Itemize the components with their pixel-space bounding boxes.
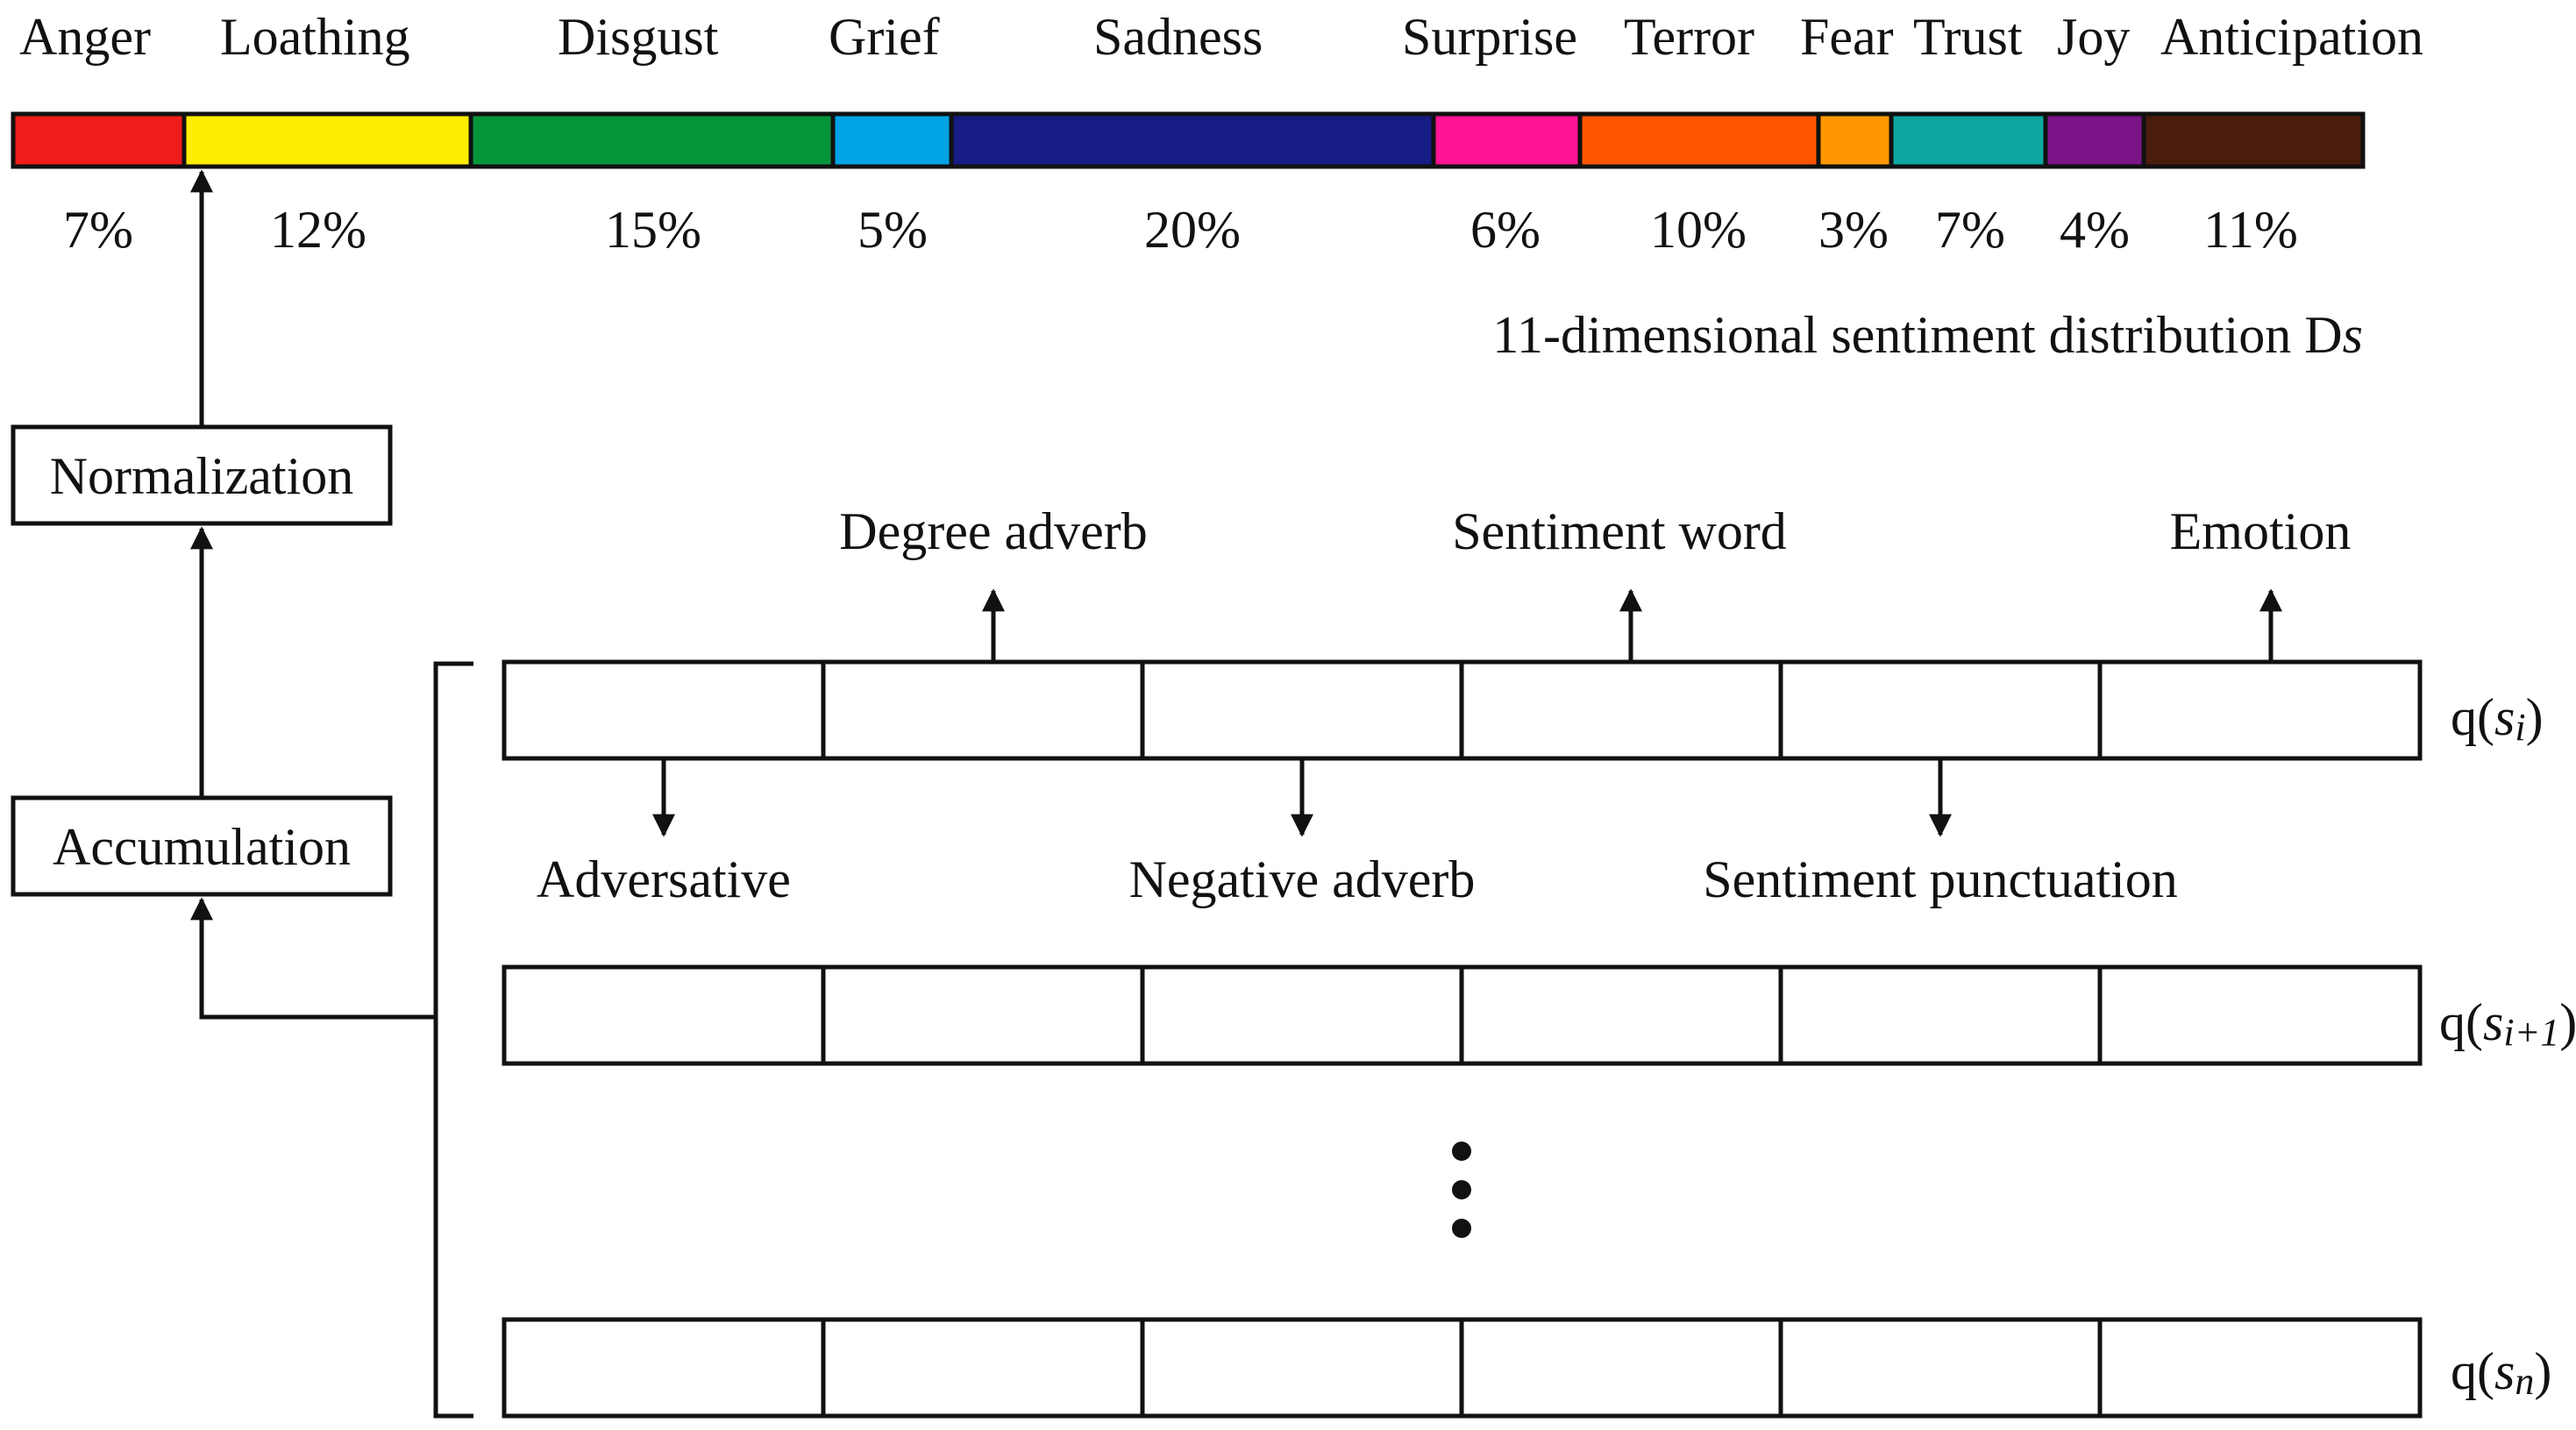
feature-emotion: Emotion (2170, 502, 2352, 560)
percent-fear: 3% (1818, 201, 1889, 259)
percent-sadness: 20% (1144, 201, 1241, 259)
segment-anger (11, 111, 187, 169)
segment-terror (1577, 111, 1821, 169)
row-label-si: q(si) (2451, 688, 2544, 749)
emotion-label-anger: Anger (19, 8, 151, 66)
feature-adversative: Adversative (537, 850, 791, 908)
emotion-label-sadness: Sadness (1093, 8, 1263, 66)
segment-anticipation (2141, 111, 2366, 169)
row-label-si1: q(si+1) (2439, 993, 2576, 1054)
feature-degree-adverb: Degree adverb (839, 502, 1147, 560)
emotion-label-surprise: Surprise (1402, 8, 1577, 66)
feature-sentiment-punctuation: Sentiment punctuation (1703, 850, 2178, 908)
emotion-label-anticipation: Anticipation (2160, 8, 2423, 66)
percent-anger: 7% (63, 201, 133, 259)
distribution-bar (11, 111, 2366, 169)
segment-grief (830, 111, 954, 169)
emotion-label-fear: Fear (1800, 8, 1894, 66)
normalization-label: Normalization (50, 447, 354, 505)
percent-surprise: 6% (1470, 201, 1541, 259)
process-flow: Normalization Accumulation (11, 169, 473, 1419)
rows-bracket (433, 661, 473, 1419)
percent-disgust: 15% (605, 201, 701, 259)
accumulation-box (11, 795, 393, 897)
feature-negative-adverb: Negative adverb (1129, 850, 1476, 908)
percent-anticipation: 11% (2203, 201, 2298, 259)
emotion-label-joy: Joy (2057, 8, 2130, 66)
segment-fear (1816, 111, 1894, 169)
emotion-label-disgust: Disgust (558, 8, 719, 66)
segment-disgust (468, 111, 836, 169)
feature-row-2 (502, 964, 2423, 1066)
row-label-sn: q(sn) (2451, 1342, 2551, 1403)
percent-labels: 7% 12% 15% 5% 20% 6% 10% 3% 7% 4% 11% (63, 201, 2298, 259)
feature-row-1 (502, 659, 2423, 761)
percent-grief: 5% (857, 201, 928, 259)
accumulation-label: Accumulation (53, 818, 351, 876)
segment-loathing (181, 111, 473, 169)
percent-terror: 10% (1650, 201, 1747, 259)
segment-surprise (1431, 111, 1583, 169)
emotion-label-loathing: Loathing (220, 8, 410, 66)
emotion-label-terror: Terror (1624, 8, 1754, 66)
segment-sadness (949, 111, 1436, 169)
arrow-rows-to-accumulation (190, 897, 436, 1020)
feature-sentiment-word: Sentiment word (1452, 502, 1787, 560)
emotion-labels: Anger Loathing Disgust Grief Sadness Sur… (19, 8, 2423, 66)
feature-row-3 (502, 1317, 2423, 1419)
percent-trust: 7% (1935, 201, 2005, 259)
percent-joy: 4% (2060, 201, 2130, 259)
emotion-label-trust: Trust (1913, 8, 2023, 66)
emotion-label-grief: Grief (829, 8, 940, 66)
segment-joy (2043, 111, 2146, 169)
percent-loathing: 12% (270, 201, 366, 259)
ellipsis (1452, 1142, 1471, 1238)
distribution-title: 11-dimensional sentiment distribution Ds (1492, 306, 2363, 364)
segment-trust (1889, 111, 2048, 169)
normalization-box (11, 424, 393, 526)
